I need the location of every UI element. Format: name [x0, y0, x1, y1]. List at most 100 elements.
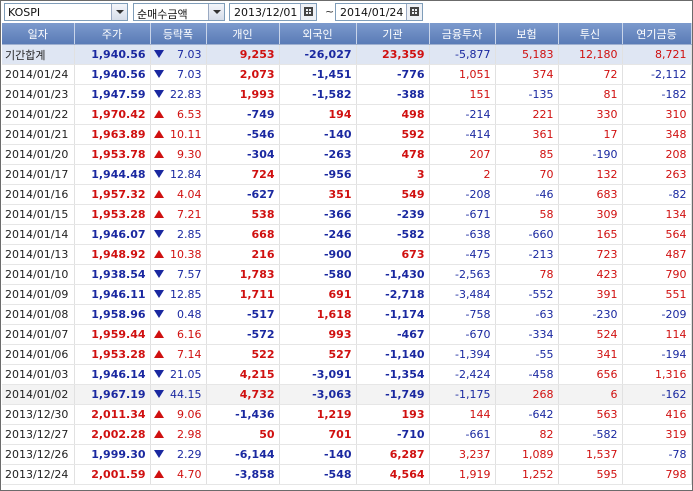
triangle-up-icon: [153, 470, 164, 478]
institution-cell: -710: [356, 424, 430, 445]
foreign-cell: -140: [279, 444, 357, 465]
pension-cell: 208: [622, 144, 692, 165]
date-cell: 2014/01/24: [2, 64, 75, 85]
summary-row[interactable]: 기간합계 1,940.56 7.03 9,253 -26,027 23,359 -5,877…: [2, 44, 692, 65]
date-cell: 2013/12/30: [2, 404, 75, 425]
individual-cell: 522: [206, 344, 280, 365]
financial-investment-cell: -1,175: [429, 384, 496, 405]
triangle-up-icon: [153, 410, 164, 418]
column-header[interactable]: 주가: [74, 23, 151, 45]
foreign-cell: -140: [279, 124, 357, 145]
date-cell: 2013/12/26: [2, 444, 75, 465]
column-header[interactable]: 외국인: [279, 23, 357, 45]
table-row[interactable]: 2013/12/24 2,001.59 4.70 -3,858 -548 4,564 1,9…: [2, 464, 692, 485]
table-row[interactable]: 2014/01/20 1,953.78 9.30 -304 -263 478 207 85 -1…: [2, 144, 692, 165]
insurance-cell: -660: [495, 224, 559, 245]
change-cell: 2.85: [150, 224, 207, 245]
price-cell: 1,948.92: [74, 244, 151, 265]
table-row[interactable]: 2013/12/27 2,002.28 2.98 50 701 -710 -661 82 -58…: [2, 424, 692, 445]
insurance-cell: -642: [495, 404, 559, 425]
price-cell: 1,938.54: [74, 264, 151, 285]
change-value: 12.84: [170, 168, 202, 181]
table-row[interactable]: 2014/01/24 1,940.56 7.03 2,073 -1,451 -776 1,0…: [2, 64, 692, 85]
change-value: 12.85: [170, 288, 202, 301]
table-row[interactable]: 2014/01/14 1,946.07 2.85 668 -246 -582 -638 -66…: [2, 224, 692, 245]
table-row[interactable]: 2013/12/26 1,999.30 2.29 -6,144 -140 6,287 3,2…: [2, 444, 692, 465]
individual-cell: 1,783: [206, 264, 280, 285]
metric-select[interactable]: 순매수금액: [133, 3, 225, 21]
financial-investment-cell: -5,877: [429, 44, 496, 65]
column-header[interactable]: 연기금등: [622, 23, 692, 45]
insurance-cell: -55: [495, 344, 559, 365]
individual-cell: -304: [206, 144, 280, 165]
column-header[interactable]: 기관: [356, 23, 430, 45]
table-row[interactable]: 2014/01/23 1,947.59 22.83 1,993 -1,582 -388 15…: [2, 84, 692, 105]
change-value: 10.11: [170, 128, 202, 141]
start-date-calendar-button[interactable]: [300, 4, 316, 20]
institution-cell: 478: [356, 144, 430, 165]
individual-cell: -6,144: [206, 444, 280, 465]
triangle-up-icon: [153, 190, 164, 198]
table-row[interactable]: 2014/01/08 1,958.96 0.48 -517 1,618 -1,174 -75…: [2, 304, 692, 325]
column-header[interactable]: 금융투자: [429, 23, 496, 45]
individual-cell: 4,215: [206, 364, 280, 385]
table-row[interactable]: 2014/01/22 1,970.42 6.53 -749 194 498 -214 221 3…: [2, 104, 692, 125]
price-cell: 2,011.34: [74, 404, 151, 425]
trust-cell: 17: [558, 124, 623, 145]
trust-cell: 656: [558, 364, 623, 385]
individual-cell: 538: [206, 204, 280, 225]
table-row[interactable]: 2014/01/16 1,957.32 4.04 -627 351 549 -208 -46 6…: [2, 184, 692, 205]
insurance-cell: 58: [495, 204, 559, 225]
triangle-up-icon: [153, 250, 164, 258]
investor-net-buy-table: 일자 주가 등락폭 개인 외국인 기관 금융투자 보험 투신 연기금등 기간합계 1,940.56 7…: [2, 23, 692, 485]
table-row[interactable]: 2013/12/30 2,011.34 9.06 -1,436 1,219 193 144-…: [2, 404, 692, 425]
start-date-field[interactable]: 2013/12/01: [229, 3, 317, 21]
insurance-cell: -63: [495, 304, 559, 325]
change-value: 6.16: [177, 328, 202, 341]
financial-investment-cell: 3,237: [429, 444, 496, 465]
triangle-up-icon: [153, 350, 164, 358]
price-cell: 1,957.32: [74, 184, 151, 205]
market-dropdown-button[interactable]: [111, 4, 127, 20]
change-value: 9.06: [177, 408, 202, 421]
triangle-up-icon: [153, 130, 164, 138]
trust-cell: -230: [558, 304, 623, 325]
table-row[interactable]: 2014/01/10 1,938.54 7.57 1,783 -580 -1,430 -2,…: [2, 264, 692, 285]
foreign-cell: -3,091: [279, 364, 357, 385]
financial-investment-cell: -214: [429, 104, 496, 125]
financial-investment-cell: -208: [429, 184, 496, 205]
institution-cell: 23,359: [356, 44, 430, 65]
pension-cell: -182: [622, 84, 692, 105]
table-row[interactable]: 2014/01/07 1,959.44 6.16 -572 993 -467 -670 -33…: [2, 324, 692, 345]
financial-investment-cell: -2,424: [429, 364, 496, 385]
change-value: 7.03: [177, 68, 202, 81]
date-cell: 2014/01/23: [2, 84, 75, 105]
date-cell: 2014/01/13: [2, 244, 75, 265]
pension-cell: 487: [622, 244, 692, 265]
column-header[interactable]: 개인: [206, 23, 280, 45]
end-date-field[interactable]: 2014/01/24: [335, 3, 423, 21]
table-row[interactable]: 2014/01/02 1,967.19 44.15 4,732 -3,063 -1,749…: [2, 384, 692, 405]
metric-dropdown-button[interactable]: [208, 4, 224, 20]
table-row[interactable]: 2014/01/17 1,944.48 12.84 724 -956 3 2 70 132 263: [2, 164, 692, 185]
market-select[interactable]: KOSPI: [4, 3, 128, 21]
end-date-calendar-button[interactable]: [406, 4, 422, 20]
column-header[interactable]: 일자: [2, 23, 75, 45]
institution-cell: -1,354: [356, 364, 430, 385]
institution-cell: -1,749: [356, 384, 430, 405]
table-row[interactable]: 2014/01/06 1,953.28 7.14 522 527 -1,140 -1,394…: [2, 344, 692, 365]
table-row[interactable]: 2014/01/09 1,946.11 12.85 1,711 691 -2,718 -3,…: [2, 284, 692, 305]
column-header[interactable]: 보험: [495, 23, 559, 45]
pension-cell: 263: [622, 164, 692, 185]
date-cell: 2014/01/07: [2, 324, 75, 345]
table-row[interactable]: 2014/01/03 1,946.14 21.05 4,215 -3,091 -1,354…: [2, 364, 692, 385]
column-header[interactable]: 투신: [558, 23, 623, 45]
insurance-cell: 1,089: [495, 444, 559, 465]
table-row[interactable]: 2014/01/21 1,963.89 10.11 -546 -140 592 -414 36…: [2, 124, 692, 145]
trust-cell: 723: [558, 244, 623, 265]
date-range-separator: ~: [325, 5, 335, 18]
triangle-down-icon: [153, 370, 164, 378]
table-row[interactable]: 2014/01/13 1,948.92 10.38 216 -900 673 -475 -21…: [2, 244, 692, 265]
column-header[interactable]: 등락폭: [150, 23, 207, 45]
table-row[interactable]: 2014/01/15 1,953.28 7.21 538 -366 -239 -671 58 3…: [2, 204, 692, 225]
